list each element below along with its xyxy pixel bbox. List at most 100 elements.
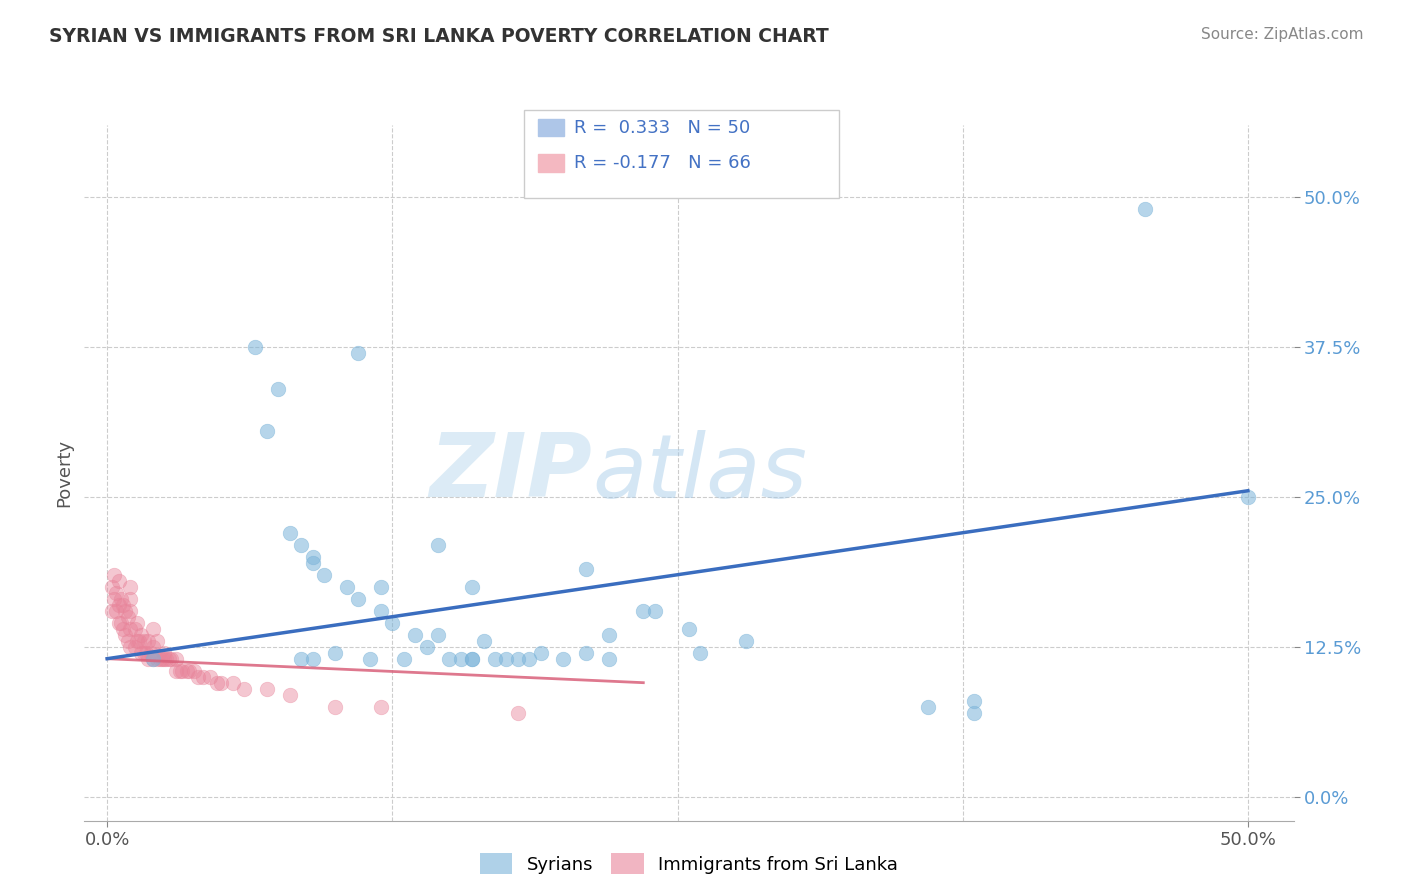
- Point: [142, 622, 165, 636]
- Point: [114, 604, 136, 618]
- Point: [347, 591, 370, 606]
- Point: [427, 628, 450, 642]
- Point: [187, 670, 209, 684]
- Point: [450, 651, 472, 665]
- Point: [575, 562, 598, 576]
- Point: [169, 664, 191, 678]
- Point: [530, 646, 553, 660]
- Point: [172, 664, 194, 678]
- Point: [553, 651, 575, 665]
- Point: [131, 628, 153, 642]
- Point: [165, 664, 187, 678]
- Point: [472, 633, 495, 648]
- Point: [678, 622, 700, 636]
- Point: [107, 574, 129, 588]
- Point: [427, 538, 450, 552]
- Legend: Syrians, Immigrants from Sri Lanka: Syrians, Immigrants from Sri Lanka: [479, 854, 898, 874]
- Point: [124, 640, 146, 654]
- Point: [404, 628, 426, 642]
- Point: [100, 580, 122, 594]
- Point: [135, 646, 157, 660]
- Point: [118, 640, 141, 654]
- Point: [112, 622, 135, 636]
- Point: [359, 651, 381, 665]
- Point: [142, 651, 165, 665]
- Point: [392, 651, 415, 665]
- Point: [256, 681, 278, 696]
- Point: [290, 651, 312, 665]
- Text: R = -0.177   N = 66: R = -0.177 N = 66: [574, 154, 751, 172]
- Point: [963, 706, 986, 720]
- Text: atlas: atlas: [592, 430, 807, 516]
- Point: [131, 646, 153, 660]
- Point: [153, 651, 176, 665]
- Point: [110, 615, 132, 630]
- Point: [191, 670, 214, 684]
- Point: [142, 651, 165, 665]
- Point: [439, 651, 461, 665]
- Point: [963, 694, 986, 708]
- Point: [278, 525, 301, 540]
- Point: [1135, 202, 1157, 216]
- Point: [323, 699, 346, 714]
- Point: [461, 580, 484, 594]
- Point: [110, 591, 132, 606]
- Point: [117, 609, 139, 624]
- Point: [336, 580, 359, 594]
- Point: [381, 615, 404, 630]
- Point: [461, 651, 484, 665]
- Point: [160, 651, 183, 665]
- Point: [117, 633, 139, 648]
- Point: [278, 688, 301, 702]
- Point: [114, 628, 136, 642]
- Text: ZIP: ZIP: [429, 429, 592, 516]
- Point: [735, 633, 758, 648]
- Point: [484, 651, 506, 665]
- Point: [155, 651, 177, 665]
- Point: [153, 646, 176, 660]
- Point: [179, 664, 201, 678]
- Point: [118, 591, 141, 606]
- Point: [633, 604, 655, 618]
- Point: [146, 651, 169, 665]
- Point: [267, 382, 290, 396]
- Point: [142, 640, 165, 654]
- Point: [118, 622, 141, 636]
- Point: [112, 598, 135, 612]
- Point: [506, 651, 529, 665]
- Point: [118, 580, 141, 594]
- Point: [221, 675, 243, 690]
- Point: [107, 615, 129, 630]
- Point: [301, 556, 323, 570]
- Point: [495, 651, 517, 665]
- Point: [149, 651, 172, 665]
- Point: [209, 675, 232, 690]
- Point: [132, 646, 155, 660]
- Text: R =  0.333   N = 50: R = 0.333 N = 50: [574, 119, 749, 136]
- Point: [598, 651, 620, 665]
- Point: [347, 346, 370, 360]
- Point: [128, 633, 150, 648]
- Point: [415, 640, 437, 654]
- Point: [132, 633, 155, 648]
- Text: Source: ZipAtlas.com: Source: ZipAtlas.com: [1201, 27, 1364, 42]
- Point: [205, 675, 228, 690]
- Text: SYRIAN VS IMMIGRANTS FROM SRI LANKA POVERTY CORRELATION CHART: SYRIAN VS IMMIGRANTS FROM SRI LANKA POVE…: [49, 27, 830, 45]
- Point: [136, 651, 159, 665]
- Point: [301, 651, 323, 665]
- Point: [323, 646, 346, 660]
- Point: [157, 651, 180, 665]
- Point: [103, 567, 125, 582]
- Point: [105, 585, 128, 599]
- Point: [136, 633, 159, 648]
- Point: [517, 651, 540, 665]
- Point: [125, 633, 148, 648]
- Point: [146, 633, 169, 648]
- Point: [312, 567, 335, 582]
- Point: [917, 699, 939, 714]
- Point: [506, 706, 529, 720]
- Y-axis label: Poverty: Poverty: [55, 439, 73, 507]
- Point: [256, 424, 278, 438]
- Point: [370, 699, 392, 714]
- Point: [165, 651, 187, 665]
